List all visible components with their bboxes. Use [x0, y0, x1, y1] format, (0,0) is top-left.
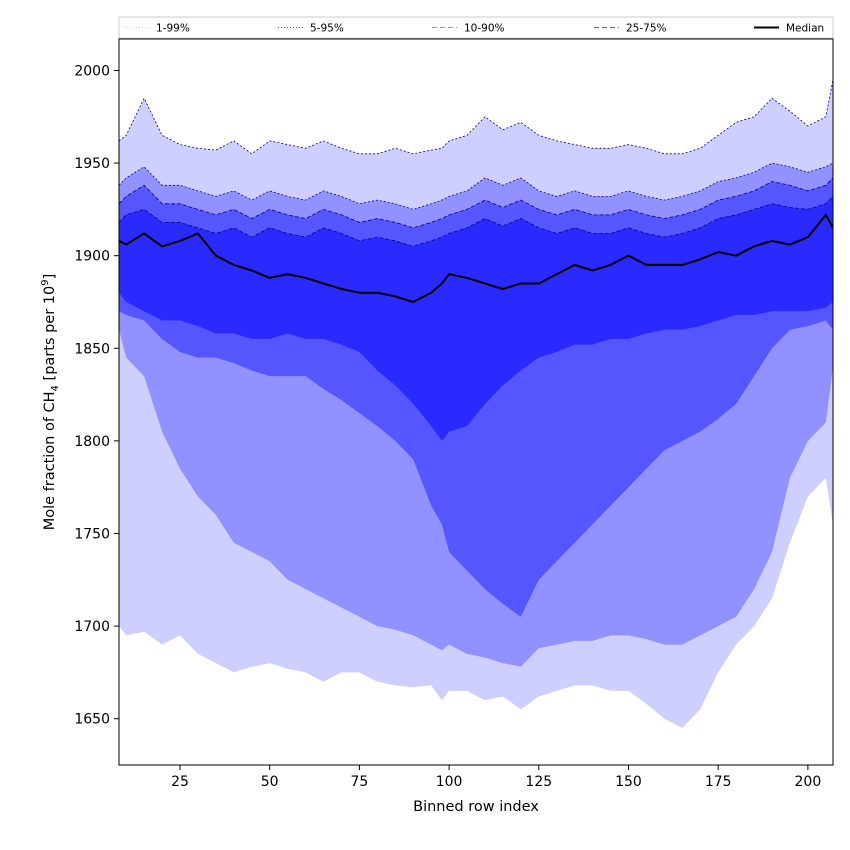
y-axis: 1650 1700 1750 1800 1850 1900 1950 2000 [74, 63, 119, 728]
band-layer [118, 79, 834, 728]
x-axis-label: Binned row index [413, 799, 539, 815]
y-axis-label-part: ] [42, 274, 58, 280]
band-10-90-upper-edge [118, 177, 834, 229]
y-axis-label-part: Mole fraction of CH [42, 391, 58, 530]
y-axis-label: Mole fraction of CH4 [parts per 109] [40, 274, 61, 531]
y-axis-label-subscript: 4 [50, 385, 61, 391]
legend-label: 5-95% [310, 23, 344, 35]
x-tick-label: 125 [525, 774, 552, 790]
legend-label: 1-99% [156, 23, 190, 35]
plot-frame [118, 38, 834, 766]
band-25-75-area [119, 196, 833, 441]
y-tick-label: 1750 [74, 526, 110, 542]
y-tick-label: 1850 [74, 341, 110, 357]
legend-label: 10-90% [464, 23, 505, 35]
x-axis: 25 50 75 100 125 150 175 200 [171, 765, 821, 790]
legend-label: 25-75% [626, 23, 667, 35]
x-tick-label: 100 [436, 774, 463, 790]
y-tick-label: 1650 [74, 712, 110, 728]
y-tick-label: 1950 [74, 156, 110, 172]
legend-box [118, 16, 834, 39]
legend: 1-99% 5-95% 10-90% 25-75% Median [118, 16, 834, 39]
x-tick-label: 200 [795, 774, 822, 790]
x-tick-label: 50 [261, 774, 279, 790]
x-tick-label: 25 [171, 774, 189, 790]
y-axis-label-part: [parts per 10 [42, 286, 58, 385]
band-1-99-upper-edge [118, 79, 834, 155]
y-tick-label: 1700 [74, 619, 110, 635]
legend-label: Median [786, 23, 824, 35]
x-tick-label: 175 [705, 774, 732, 790]
y-tick-label: 2000 [74, 63, 110, 79]
x-tick-label: 150 [615, 774, 642, 790]
y-tick-label: 1900 [74, 249, 110, 265]
x-tick-label: 75 [350, 774, 368, 790]
y-tick-label: 1800 [74, 434, 110, 450]
band-25-75-upper-edge [118, 196, 834, 247]
median-layer [118, 213, 834, 303]
median-line [118, 213, 834, 303]
y-axis-label-superscript: 9 [40, 279, 51, 285]
